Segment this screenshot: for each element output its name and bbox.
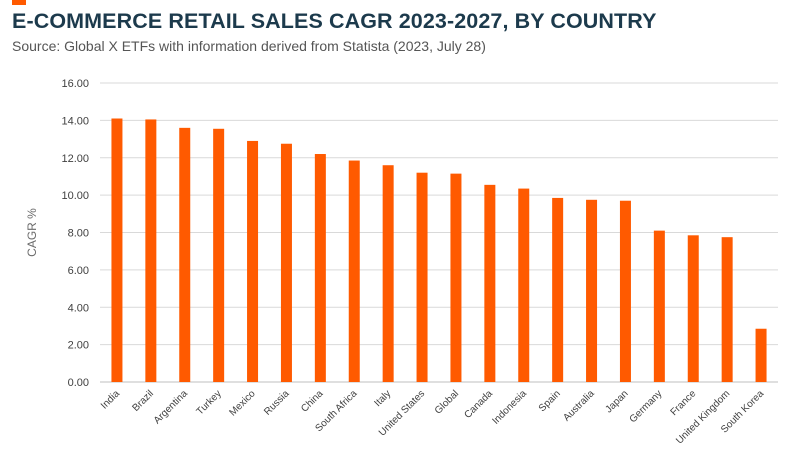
x-tick-label: China — [299, 388, 326, 415]
x-tick-label: Canada — [462, 388, 495, 421]
x-tick-label: Spain — [537, 388, 563, 414]
x-tick-label: Australia — [561, 388, 597, 424]
chart-source: Source: Global X ETFs with information d… — [12, 38, 486, 54]
bar-brazil — [145, 119, 157, 383]
bar-france — [687, 235, 699, 382]
y-tick-label: 14.00 — [61, 115, 89, 127]
y-tick-label: 0.00 — [68, 377, 89, 389]
bar-canada — [484, 184, 496, 382]
bar-spain — [552, 197, 564, 382]
y-tick-label: 2.00 — [68, 340, 89, 352]
bar-japan — [619, 200, 631, 382]
x-tick-label: Turkey — [195, 388, 224, 417]
bar-argentina — [179, 127, 191, 382]
x-tick-label: Indonesia — [490, 388, 529, 427]
x-tick-label: India — [99, 388, 122, 411]
y-tick-label: 4.00 — [68, 302, 89, 314]
y-tick-label: 6.00 — [68, 265, 89, 277]
y-tick-label: 8.00 — [68, 228, 89, 240]
chart-title: E-COMMERCE RETAIL SALES CAGR 2023-2027, … — [12, 9, 657, 33]
x-tick-label: Brazil — [131, 388, 156, 413]
x-tick-label: France — [669, 388, 699, 418]
y-axis-label: CAGR % — [25, 208, 39, 257]
bar-south-korea — [755, 328, 767, 382]
bar-germany — [653, 230, 665, 382]
bar-turkey — [213, 128, 225, 382]
bar-global — [450, 173, 462, 382]
bar-mexico — [247, 140, 259, 382]
bar-russia — [280, 143, 292, 382]
bar-indonesia — [518, 188, 530, 382]
x-tick-label: Argentina — [152, 388, 190, 426]
bar-india — [111, 118, 123, 382]
y-tick-label: 16.00 — [61, 78, 89, 90]
bar-united-kingdom — [721, 237, 733, 382]
x-tick-label: Germany — [628, 388, 665, 425]
x-tick-label: Global — [433, 388, 461, 416]
x-tick-label: Russia — [262, 388, 292, 418]
bar-china — [314, 154, 326, 382]
x-tick-label: Japan — [604, 388, 631, 415]
bar-italy — [382, 165, 394, 382]
bar-south-africa — [348, 160, 360, 382]
bar-australia — [586, 199, 598, 382]
bar-united-states — [416, 172, 428, 382]
x-tick-label: Italy — [373, 388, 394, 409]
y-tick-label: 12.00 — [61, 153, 89, 165]
y-tick-label: 10.00 — [61, 190, 89, 202]
accent-bar — [12, 0, 26, 5]
x-tick-label: Mexico — [227, 388, 257, 418]
